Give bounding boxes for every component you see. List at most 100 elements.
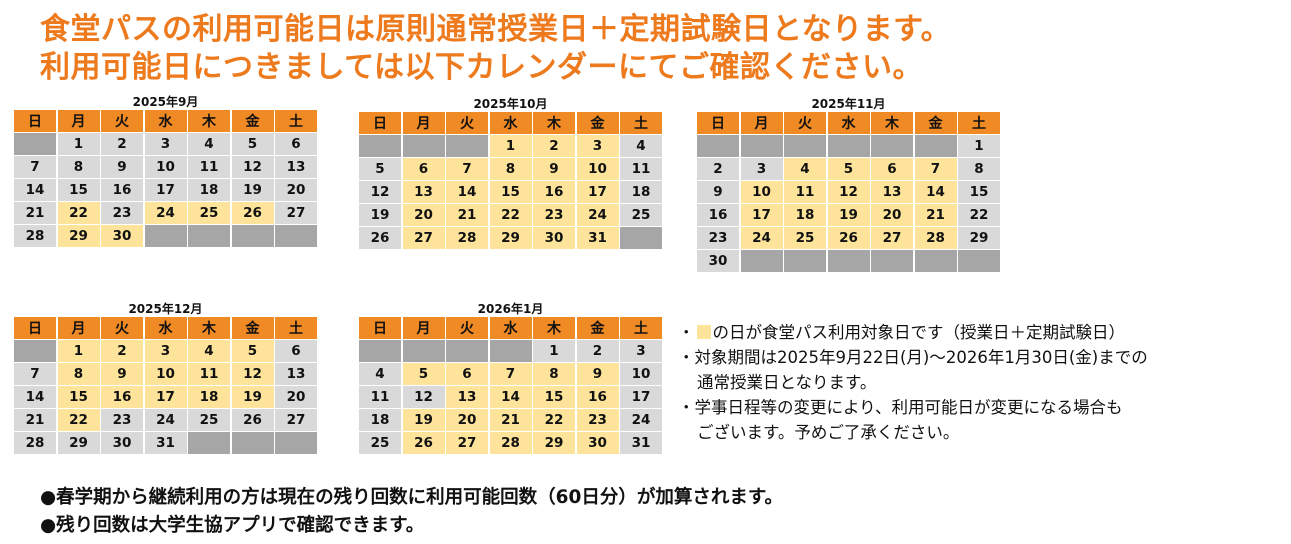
- blank-day-cell: [446, 135, 488, 157]
- day-cell: 3: [144, 133, 187, 155]
- available-day-cell: 13: [871, 181, 913, 203]
- day-cell: 20: [275, 179, 317, 201]
- weekday-header: 金: [576, 317, 619, 339]
- blank-day-cell: [402, 135, 445, 157]
- day-cell: 30: [101, 432, 143, 454]
- available-day-cell: 23: [533, 204, 575, 226]
- available-day-cell: 18: [188, 386, 230, 408]
- day-cell: 25: [359, 432, 401, 454]
- day-cell: 23: [697, 227, 739, 249]
- blank-day-cell: [275, 225, 317, 247]
- day-cell: 13: [275, 156, 317, 178]
- blank-day-cell: [144, 225, 187, 247]
- day-cell: 1: [57, 133, 100, 155]
- weekday-header: 土: [620, 112, 662, 134]
- available-day-cell: 30: [101, 225, 143, 247]
- day-cell: 15: [57, 179, 100, 201]
- available-day-cell: 14: [489, 386, 532, 408]
- day-cell: 2: [576, 340, 619, 362]
- day-cell: 2: [697, 158, 739, 180]
- weekday-header: 土: [620, 317, 662, 339]
- calendar-title: 2025年10月: [473, 97, 548, 111]
- day-cell: 7: [14, 363, 56, 385]
- available-day-cell: 21: [446, 204, 488, 226]
- day-cell: 6: [275, 133, 317, 155]
- note-legend-text: の日が食堂パス利用対象日です（授業日＋定期試験日）: [712, 323, 1126, 342]
- blank-day-cell: [231, 225, 274, 247]
- weekday-header: 木: [188, 110, 230, 132]
- note-change: ・学事日程等の変更により、利用可能日が変更になる場合も: [678, 398, 1123, 417]
- day-cell: 18: [359, 409, 401, 431]
- blank-day-cell: [359, 135, 401, 157]
- weekday-header: 月: [57, 110, 100, 132]
- page-title-line-2: 利用可能日につきましては以下カレンダーにてご確認ください。: [40, 50, 923, 85]
- available-day-cell: 14: [914, 181, 957, 203]
- available-day-cell: 25: [784, 227, 826, 249]
- day-cell: 26: [359, 227, 401, 249]
- day-cell: 18: [188, 179, 230, 201]
- page-title-line-1: 食堂パスの利用可能日は原則通常授業日＋定期試験日となります。: [40, 12, 952, 47]
- note-period: ・対象期間は2025年9月22日(月)～2026年1月30日(金)までの: [678, 348, 1148, 367]
- available-day-cell: 24: [740, 227, 783, 249]
- day-cell: 5: [231, 133, 274, 155]
- day-cell: 14: [14, 386, 56, 408]
- available-day-cell: 22: [57, 409, 100, 431]
- available-day-cell: 15: [57, 386, 100, 408]
- available-day-cell: 22: [57, 202, 100, 224]
- blank-day-cell: [697, 135, 739, 157]
- calendar-2025-12: 2025年12月 日月火水木金土 1 2 3 4 5 6 7 8 9 10 11 12 13 14 15 16 1…: [14, 301, 317, 454]
- weekday-header: 日: [14, 317, 56, 339]
- blank-day-cell: [402, 340, 445, 362]
- day-cell: 13: [275, 363, 317, 385]
- day-cell: 3: [620, 340, 662, 362]
- available-day-cell: 15: [489, 181, 532, 203]
- available-day-cell: 20: [446, 409, 488, 431]
- available-day-cell: 13: [402, 181, 445, 203]
- weekday-header: 金: [914, 112, 957, 134]
- day-cell: 8: [57, 156, 100, 178]
- footer-line-1: ●春学期から継続利用の方は現在の残り回数に利用可能回数（60日分）が加算されます…: [40, 487, 784, 508]
- calendar-title: 2025年9月: [132, 95, 199, 109]
- footer-line-2: ●残り回数は大学生協アプリで確認できます。: [40, 515, 425, 536]
- available-day-cell: 14: [446, 181, 488, 203]
- available-day-cell: 29: [489, 227, 532, 249]
- available-day-cell: 20: [871, 204, 913, 226]
- available-day-cell: 26: [827, 227, 870, 249]
- weekday-header: 火: [784, 112, 826, 134]
- day-cell: 27: [275, 409, 317, 431]
- day-cell: 23: [101, 409, 143, 431]
- available-day-cell: 6: [402, 158, 445, 180]
- day-cell: 26: [231, 409, 274, 431]
- available-day-cell: 28: [914, 227, 957, 249]
- blank-day-cell: [740, 135, 783, 157]
- available-day-cell: 7: [489, 363, 532, 385]
- calendar-2026-01: 2026年1月 日月火水木金土 1 2 3 4 5 6 7 8 9 10 11 12 13 14 15 16 17…: [359, 301, 662, 454]
- day-cell: 1: [533, 340, 575, 362]
- day-cell: 2: [101, 133, 143, 155]
- weekday-header: 金: [231, 317, 274, 339]
- blank-day-cell: [446, 340, 488, 362]
- available-day-cell: 26: [402, 432, 445, 454]
- calendar-title: 2025年12月: [128, 302, 203, 316]
- available-day-cell: 16: [101, 386, 143, 408]
- available-day-cell: 2: [101, 340, 143, 362]
- blank-day-cell: [784, 135, 826, 157]
- footer-notes: ●春学期から継続利用の方は現在の残り回数に利用可能回数（60日分）が加算されます…: [40, 484, 783, 540]
- weekday-header: 水: [489, 317, 532, 339]
- note-legend: ・の日が食堂パス利用対象日です（授業日＋定期試験日）: [678, 320, 1148, 345]
- available-day-cell: 15: [533, 386, 575, 408]
- weekday-header: 木: [871, 112, 913, 134]
- day-cell: 6: [275, 340, 317, 362]
- calendar-2025-10: 2025年10月 日月火水木金土 1 2 3 4 5 6 7 8 9 10 11 12 13 14 15 16 1…: [359, 96, 662, 249]
- weekday-header: 金: [576, 112, 619, 134]
- weekday-header: 水: [489, 112, 532, 134]
- blank-day-cell: [827, 135, 870, 157]
- blank-day-cell: [275, 432, 317, 454]
- available-day-cell: 27: [402, 227, 445, 249]
- available-day-cell: 27: [446, 432, 488, 454]
- day-cell: 15: [958, 181, 1000, 203]
- day-cell: 18: [620, 181, 662, 203]
- available-day-cell: 18: [784, 204, 826, 226]
- day-cell: 12: [359, 181, 401, 203]
- blank-day-cell: [827, 250, 870, 272]
